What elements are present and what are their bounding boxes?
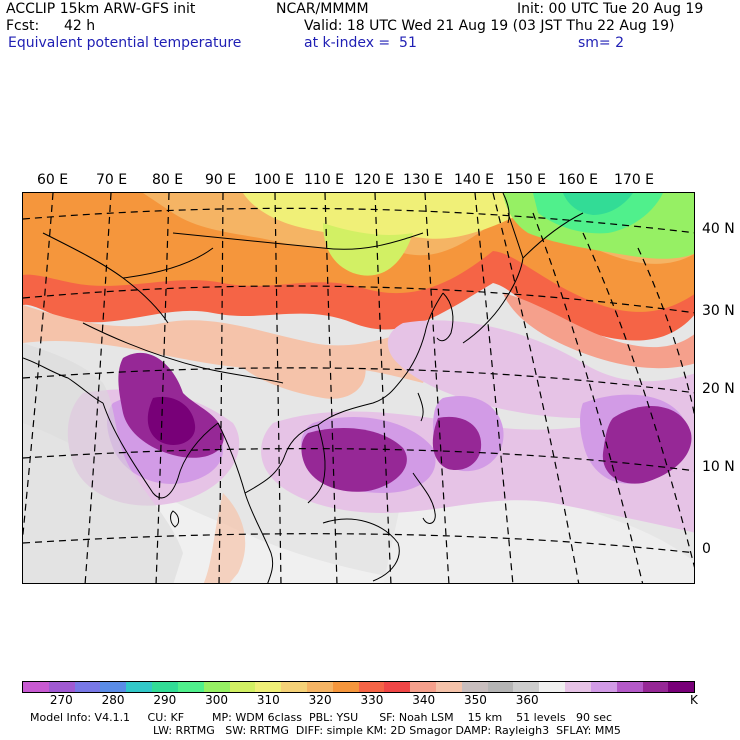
- lon-label-90e: 90 E: [205, 172, 237, 188]
- physics-info-line: LW: RRTMG SW: RRTMG DIFF: simple KM: 2D …: [153, 724, 621, 737]
- colorbar-swatch: [100, 682, 127, 692]
- colorbar-swatch: [384, 682, 411, 692]
- colorbar-tick-label: 280: [101, 693, 125, 707]
- colorbar-tick-label: 320: [308, 693, 332, 707]
- colorbar-swatch: [255, 682, 282, 692]
- model-title: ACCLIP 15km ARW-GFS init: [6, 1, 196, 17]
- lon-label-140e: 140 E: [454, 172, 495, 188]
- forecast-hours: 42 h: [64, 18, 96, 34]
- colorbar-swatch: [642, 682, 669, 692]
- colorbar-swatch: [152, 682, 178, 692]
- lon-label-160e: 160 E: [558, 172, 599, 188]
- lon-label-130e: 130 E: [403, 172, 444, 188]
- lon-label-80e: 80 E: [152, 172, 184, 188]
- colorbar-swatch: [306, 682, 333, 692]
- lon-label-120e: 120 E: [354, 172, 395, 188]
- colorbar-swatch: [565, 682, 591, 692]
- level-index: at k-index = 51: [304, 35, 417, 51]
- map-panel: [22, 192, 695, 584]
- lon-label-170e: 170 E: [614, 172, 655, 188]
- colorbar-swatch: [668, 682, 695, 692]
- field-name: Equivalent potential temperature: [8, 35, 242, 51]
- colorbar-swatch: [539, 682, 566, 692]
- lat-label-40n: 40 N: [702, 221, 735, 237]
- colorbar-swatch: [229, 682, 256, 692]
- colorbar-swatch: [281, 682, 307, 692]
- lon-label-110e: 110 E: [304, 172, 345, 188]
- smoothing-label: sm= 2: [578, 35, 625, 51]
- colorbar-swatch: [74, 682, 101, 692]
- colorbar-tick-label: 290: [153, 693, 177, 707]
- lat-label-20n: 20 N: [702, 381, 735, 397]
- colorbar-tick-label: 300: [205, 693, 229, 707]
- colorbar-swatch: [203, 682, 230, 692]
- colorbar-swatch: [410, 682, 436, 692]
- lat-label-0: 0: [702, 541, 711, 557]
- model-info-line: Model Info: V4.1.1 CU: KF MP: WDM 6class…: [30, 711, 613, 724]
- colorbar-swatch: [513, 682, 540, 692]
- colorbar-swatch: [177, 682, 204, 692]
- colorbar-tick-label: 350: [463, 693, 487, 707]
- lat-label-30n: 30 N: [702, 303, 735, 319]
- colorbar-swatch: [332, 682, 359, 692]
- colorbar-swatch: [23, 682, 49, 692]
- colorbar-tick-label: 360: [515, 693, 539, 707]
- valid-time: Valid: 18 UTC Wed 21 Aug 19 (03 JST Thu …: [304, 18, 675, 34]
- colorbar-tick-label: 270: [49, 693, 73, 707]
- lon-label-60e: 60 E: [37, 172, 69, 188]
- lon-label-100e: 100 E: [254, 172, 295, 188]
- theta-e-field: [23, 193, 694, 583]
- org-label: NCAR/MMMM: [276, 1, 369, 17]
- colorbar-tick-label: 340: [412, 693, 436, 707]
- colorbar-swatch: [487, 682, 514, 692]
- lat-label-10n: 10 N: [702, 459, 735, 475]
- colorbar-swatch: [48, 682, 75, 692]
- colorbar-unit: K: [690, 693, 698, 707]
- forecast-label: Fcst:: [6, 18, 40, 34]
- colorbar: [22, 681, 695, 693]
- lon-label-70e: 70 E: [96, 172, 128, 188]
- colorbar-tick-label: 310: [256, 693, 280, 707]
- colorbar-swatch: [616, 682, 643, 692]
- colorbar-swatch: [126, 682, 153, 692]
- colorbar-swatch: [461, 682, 488, 692]
- colorbar-swatch: [358, 682, 385, 692]
- init-time: Init: 00 UTC Tue 20 Aug 19: [517, 1, 704, 17]
- colorbar-swatch: [436, 682, 462, 692]
- colorbar-tick-label: 330: [360, 693, 384, 707]
- lon-label-150e: 150 E: [506, 172, 547, 188]
- colorbar-swatch: [590, 682, 617, 692]
